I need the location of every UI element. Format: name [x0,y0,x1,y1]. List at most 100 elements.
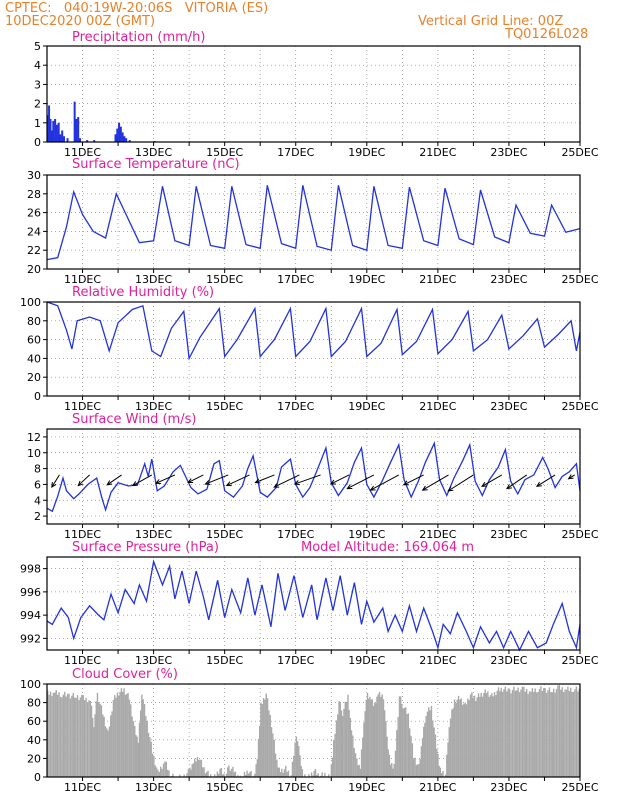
cloud-bar [230,768,233,777]
cloud-bar [433,727,435,777]
cloud-bar [516,690,518,777]
precip-bar [62,136,65,142]
cloud-bar [227,767,229,777]
x-tick-label: 23DEC [490,146,527,159]
cloud-bar [538,689,541,777]
cloud-bar [575,686,578,777]
cloud-bar [281,768,283,777]
x-tick-label: 21DEC [419,273,456,286]
cloud-bar [489,695,492,777]
cloud-bar [261,704,263,777]
x-tick-label: 25DEC [561,781,598,794]
precip-bar [119,126,122,142]
cloud-bar [399,696,402,777]
x-tick-label: 11DEC [64,781,101,794]
y-tick-label: 28 [27,188,41,201]
cloud-bar [517,687,519,777]
cloud-bar [265,693,267,777]
cloud-bar [194,758,196,777]
cloud-bar [508,689,511,777]
cloud-bar [158,771,160,777]
wind-arrow-head [535,481,542,487]
cloud-bar [565,689,568,777]
cloud-bar [132,721,135,777]
x-tick-label: 23DEC [490,528,527,541]
cloud-bar [440,773,443,777]
cloud-bar [264,699,266,777]
cloud-bar [96,692,99,777]
cloud-bar [475,701,477,777]
cloud-bar [93,727,95,777]
cloud-bar [577,691,579,777]
cloud-bar [286,771,288,777]
cloud-bar [520,689,522,777]
cloud-bar [481,696,484,777]
wind-arrow [205,474,229,485]
precip-bar [59,134,62,142]
cloud-bar [564,689,566,777]
cloud-bar [347,694,349,777]
cloud-bar [477,693,480,777]
cloud-bar [357,765,359,777]
panel-1 [43,174,581,273]
cloud-bar [183,774,185,777]
cloud-bar [86,702,89,777]
y-tick-label: 20 [27,752,41,765]
cloud-bar [574,689,576,777]
cloud-bar [203,767,205,777]
cloud-bar [151,753,154,777]
cloud-bar [290,775,292,777]
cloud-bar [455,703,457,777]
header-date-line: 10DEC2020 00Z (GMT) [5,14,156,29]
cloud-bar [321,772,323,777]
cloud-bar [359,768,362,777]
cloud-bar [257,738,260,777]
cloud-bar [317,773,319,777]
cloud-bar [142,699,144,777]
cloud-bar [276,759,278,777]
cloud-bar [249,772,251,777]
wind-arrow [51,474,60,488]
cloud-bar [396,730,398,777]
x-tick-label: 25DEC [561,146,598,159]
cloud-bar [378,691,381,777]
cloud-bar [95,701,97,777]
cloud-bar [159,766,162,777]
panel-title: Precipitation (mm/h) [72,30,205,45]
cloud-bar [304,774,306,777]
y-tick-label: 30 [27,169,41,182]
cloud-bar [277,767,279,777]
cloud-bar [391,762,393,777]
cloud-bar [381,694,383,777]
y-tick-label: 2 [34,98,41,111]
cloud-bar [410,735,412,777]
cloud-bar [228,765,230,777]
x-tick-label: 19DEC [348,654,385,667]
cloud-bar [484,689,486,777]
x-tick-label: 21DEC [419,146,456,159]
cloud-bar [107,730,109,777]
y-tick-label: 40 [27,734,41,747]
wind-arrow [187,474,204,483]
cloud-bar [501,691,504,777]
cloud-bar [89,700,92,777]
cloud-bar [418,763,420,777]
cloud-bar [99,703,101,777]
x-tick-label: 17DEC [277,528,314,541]
cloud-bar [461,704,464,777]
cloud-bar [150,741,152,777]
cloud-bar [270,727,273,777]
cloud-bar [85,697,87,777]
wind-arrow [294,474,321,485]
y-tick-label: 80 [27,315,41,328]
cloud-bar [283,769,286,777]
cloud-bar [551,692,553,777]
x-tick-label: 15DEC [206,146,243,159]
cloud-bar [333,739,335,777]
x-tick-label: 17DEC [277,273,314,286]
cloud-bar [567,686,569,777]
precip-bar [78,138,81,142]
cloud-bar [369,696,371,777]
wind-arrow [330,474,350,485]
wind-arrow-head [481,481,488,487]
